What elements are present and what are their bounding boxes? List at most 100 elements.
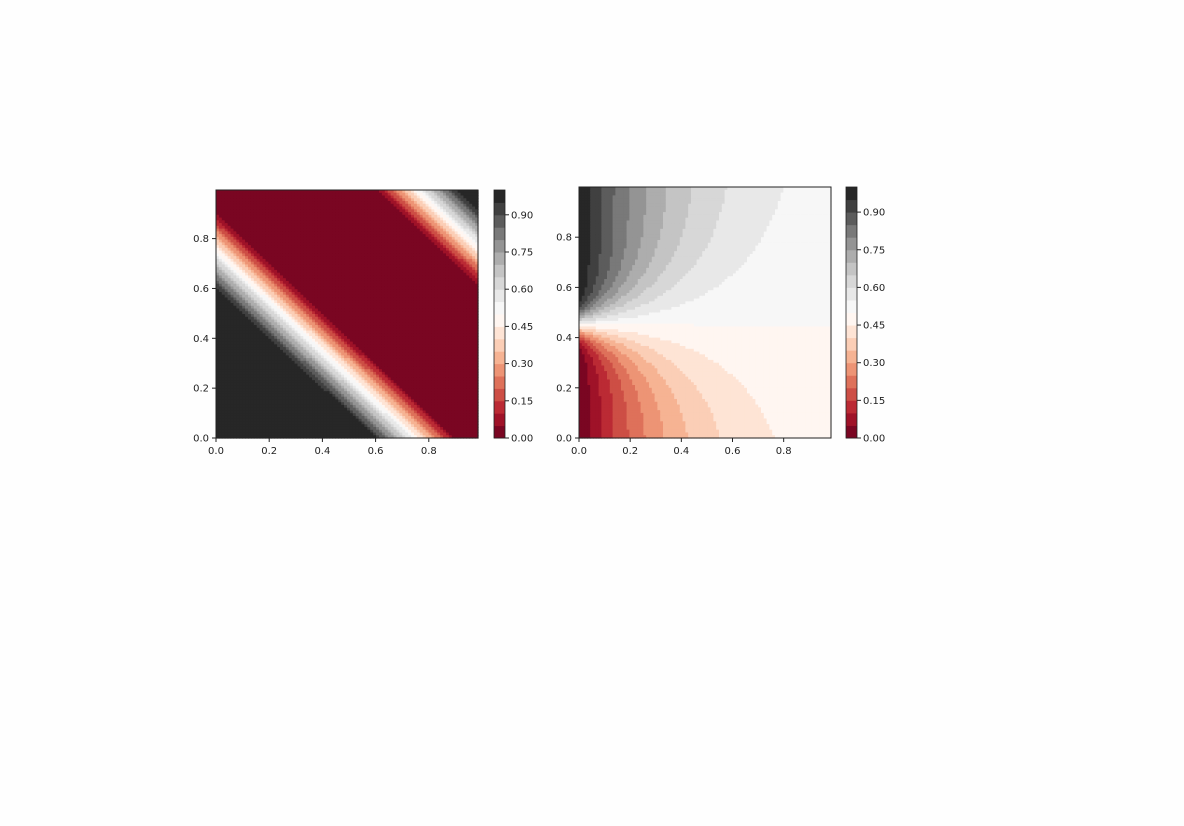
contour-cell	[265, 258, 269, 263]
contour-cell	[274, 220, 278, 224]
contour-cell	[218, 258, 223, 263]
contour-cell	[253, 256, 258, 260]
contour-cell	[370, 250, 374, 254]
contour-cell	[349, 407, 354, 412]
contour-cell	[306, 203, 310, 208]
contour-cell	[277, 267, 281, 271]
contour-cell	[253, 212, 258, 216]
contour-cell	[277, 415, 281, 420]
contour-cell	[358, 330, 363, 334]
contour-cell	[242, 388, 246, 392]
contour-cell	[239, 322, 243, 326]
contour-cell	[282, 239, 287, 243]
contour-cell	[367, 305, 371, 310]
contour-cell	[285, 280, 290, 285]
contour-cell	[364, 242, 368, 246]
contour-cell	[248, 360, 252, 365]
contour-cell	[338, 432, 342, 436]
contour-cell	[242, 258, 246, 263]
contour-cell	[262, 396, 267, 401]
contour-cell	[271, 402, 275, 406]
contour-cell	[294, 190, 299, 194]
contour-cell	[277, 258, 281, 263]
contour-cell	[271, 267, 275, 271]
contour-cell	[338, 333, 342, 337]
contour-cell	[349, 349, 354, 354]
contour-cell	[280, 333, 284, 337]
contour-cell	[297, 280, 302, 285]
contour-cell	[262, 418, 267, 423]
contour-cell	[224, 311, 229, 315]
contour-cell	[291, 421, 296, 425]
contour-cell	[358, 388, 363, 392]
contour-cell	[227, 239, 232, 243]
contour-cell	[332, 396, 336, 401]
contour-cell	[224, 347, 229, 351]
contour-cell	[285, 393, 290, 398]
contour-cell	[361, 275, 366, 279]
contour-cell	[282, 374, 287, 378]
contour-cell	[262, 209, 267, 213]
contour-cell	[344, 369, 348, 373]
contour-cell	[236, 217, 240, 221]
contour-cell	[230, 393, 235, 398]
contour-cell	[259, 314, 264, 318]
contour-cell	[216, 311, 220, 315]
contour-cell	[347, 325, 351, 329]
contour-cell	[312, 402, 316, 406]
contour-cell	[224, 225, 229, 230]
contour-cell	[288, 371, 293, 376]
contour-cell	[297, 374, 302, 378]
contour-cell	[370, 410, 374, 414]
contour-cell	[332, 369, 336, 373]
contour-cell	[317, 399, 322, 403]
contour-cell	[245, 236, 249, 241]
contour-cell	[361, 366, 366, 370]
contour-cell	[285, 371, 290, 376]
contour-cell	[245, 360, 249, 365]
contour-cell	[347, 245, 351, 249]
contour-cell	[230, 272, 235, 277]
contour-cell	[370, 291, 374, 296]
contour-cell	[242, 272, 246, 277]
contour-cell	[344, 360, 348, 365]
contour-cell	[326, 198, 331, 202]
contour-cell	[344, 415, 348, 420]
contour-cell	[236, 203, 240, 208]
contour-cell	[329, 212, 334, 216]
contour-cell	[323, 245, 328, 249]
contour-cell	[341, 278, 345, 282]
contour-cell	[312, 294, 316, 299]
contour-cell	[335, 195, 339, 199]
contour-cell	[306, 393, 310, 398]
contour-cell	[256, 272, 261, 277]
contour-cell	[358, 209, 363, 213]
contour-cell	[224, 341, 229, 345]
contour-cell	[262, 432, 267, 436]
contour-cell	[306, 404, 310, 409]
contour-cell	[370, 316, 374, 321]
contour-cell	[312, 413, 316, 417]
contour-cell	[300, 369, 304, 373]
contour-cell	[227, 203, 232, 208]
contour-cell	[341, 192, 345, 197]
contour-cell	[253, 371, 258, 376]
contour-cell	[262, 322, 267, 326]
contour-cell	[294, 325, 299, 329]
contour-cell	[332, 426, 336, 431]
contour-cell	[245, 333, 249, 337]
contour-cell	[329, 286, 334, 290]
contour-cell	[245, 336, 249, 340]
contour-cell	[236, 424, 240, 428]
contour-cell	[300, 396, 304, 401]
contour-cell	[326, 283, 331, 288]
contour-cell	[358, 291, 363, 296]
contour-cell	[361, 212, 366, 216]
contour-cell	[326, 247, 331, 252]
contour-cell	[265, 300, 269, 304]
contour-cell	[314, 245, 319, 249]
contour-cell	[294, 267, 299, 271]
contour-cell	[349, 258, 354, 263]
contour-cell	[271, 195, 275, 199]
contour-cell	[268, 192, 272, 197]
